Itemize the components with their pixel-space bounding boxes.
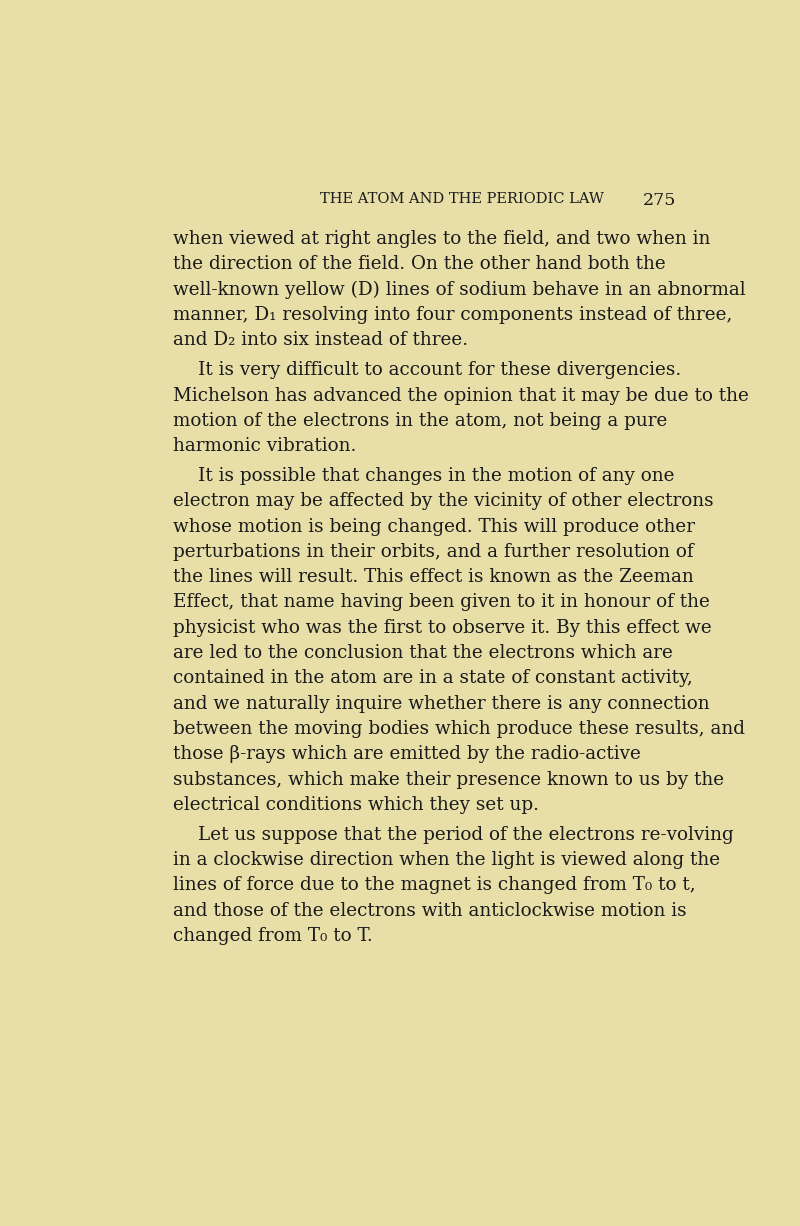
Text: Let us suppose that the period of the electrons re-volving: Let us suppose that the period of the el… bbox=[198, 826, 734, 843]
Text: and D₂ into six instead of three.: and D₂ into six instead of three. bbox=[173, 331, 468, 349]
Text: THE ATOM AND THE PERIODIC LAW: THE ATOM AND THE PERIODIC LAW bbox=[320, 192, 604, 206]
Text: those β-rays which are emitted by the radio-active: those β-rays which are emitted by the ra… bbox=[173, 745, 641, 764]
Text: when viewed at right angles to the field, and two when in: when viewed at right angles to the field… bbox=[173, 230, 710, 248]
Text: between the moving bodies which produce these results, and: between the moving bodies which produce … bbox=[173, 720, 745, 738]
Text: well-known yellow (D) lines of sodium behave in an abnormal: well-known yellow (D) lines of sodium be… bbox=[173, 281, 746, 299]
Text: manner, D₁ resolving into four components instead of three,: manner, D₁ resolving into four component… bbox=[173, 306, 733, 324]
Text: It is very difficult to account for these divergencies.: It is very difficult to account for thes… bbox=[198, 362, 682, 379]
Text: It is possible that changes in the motion of any one: It is possible that changes in the motio… bbox=[198, 467, 674, 485]
Text: 275: 275 bbox=[642, 192, 676, 210]
Text: harmonic vibration.: harmonic vibration. bbox=[173, 438, 357, 455]
Text: motion of the electrons in the atom, not being a pure: motion of the electrons in the atom, not… bbox=[173, 412, 667, 430]
Text: the direction of the field. On the other hand both the: the direction of the field. On the other… bbox=[173, 255, 666, 273]
Text: are led to the conclusion that the electrons which are: are led to the conclusion that the elect… bbox=[173, 644, 673, 662]
Text: changed from T₀ to T.: changed from T₀ to T. bbox=[173, 927, 373, 945]
Text: Michelson has advanced the opinion that it may be due to the: Michelson has advanced the opinion that … bbox=[173, 386, 749, 405]
Text: electron may be affected by the vicinity of other electrons: electron may be affected by the vicinity… bbox=[173, 493, 714, 510]
Text: in a clockwise direction when the light is viewed along the: in a clockwise direction when the light … bbox=[173, 851, 720, 869]
Text: physicist who was the first to observe it. By this effect we: physicist who was the first to observe i… bbox=[173, 619, 712, 636]
Text: lines of force due to the magnet is changed from T₀ to t,: lines of force due to the magnet is chan… bbox=[173, 877, 696, 894]
Text: electrical conditions which they set up.: electrical conditions which they set up. bbox=[173, 796, 539, 814]
Text: Effect, that name having been given to it in honour of the: Effect, that name having been given to i… bbox=[173, 593, 710, 612]
Text: whose motion is being changed. This will produce other: whose motion is being changed. This will… bbox=[173, 517, 695, 536]
Text: and we naturally inquire whether there is any connection: and we naturally inquire whether there i… bbox=[173, 695, 710, 712]
Text: substances, which make their presence known to us by the: substances, which make their presence kn… bbox=[173, 771, 724, 788]
Text: perturbations in their orbits, and a further resolution of: perturbations in their orbits, and a fur… bbox=[173, 543, 694, 562]
Text: the lines will result. This effect is known as the Zeeman: the lines will result. This effect is kn… bbox=[173, 568, 694, 586]
Text: contained in the atom are in a state of constant activity,: contained in the atom are in a state of … bbox=[173, 669, 693, 688]
Text: and those of the electrons with anticlockwise motion is: and those of the electrons with anticloc… bbox=[173, 901, 686, 920]
